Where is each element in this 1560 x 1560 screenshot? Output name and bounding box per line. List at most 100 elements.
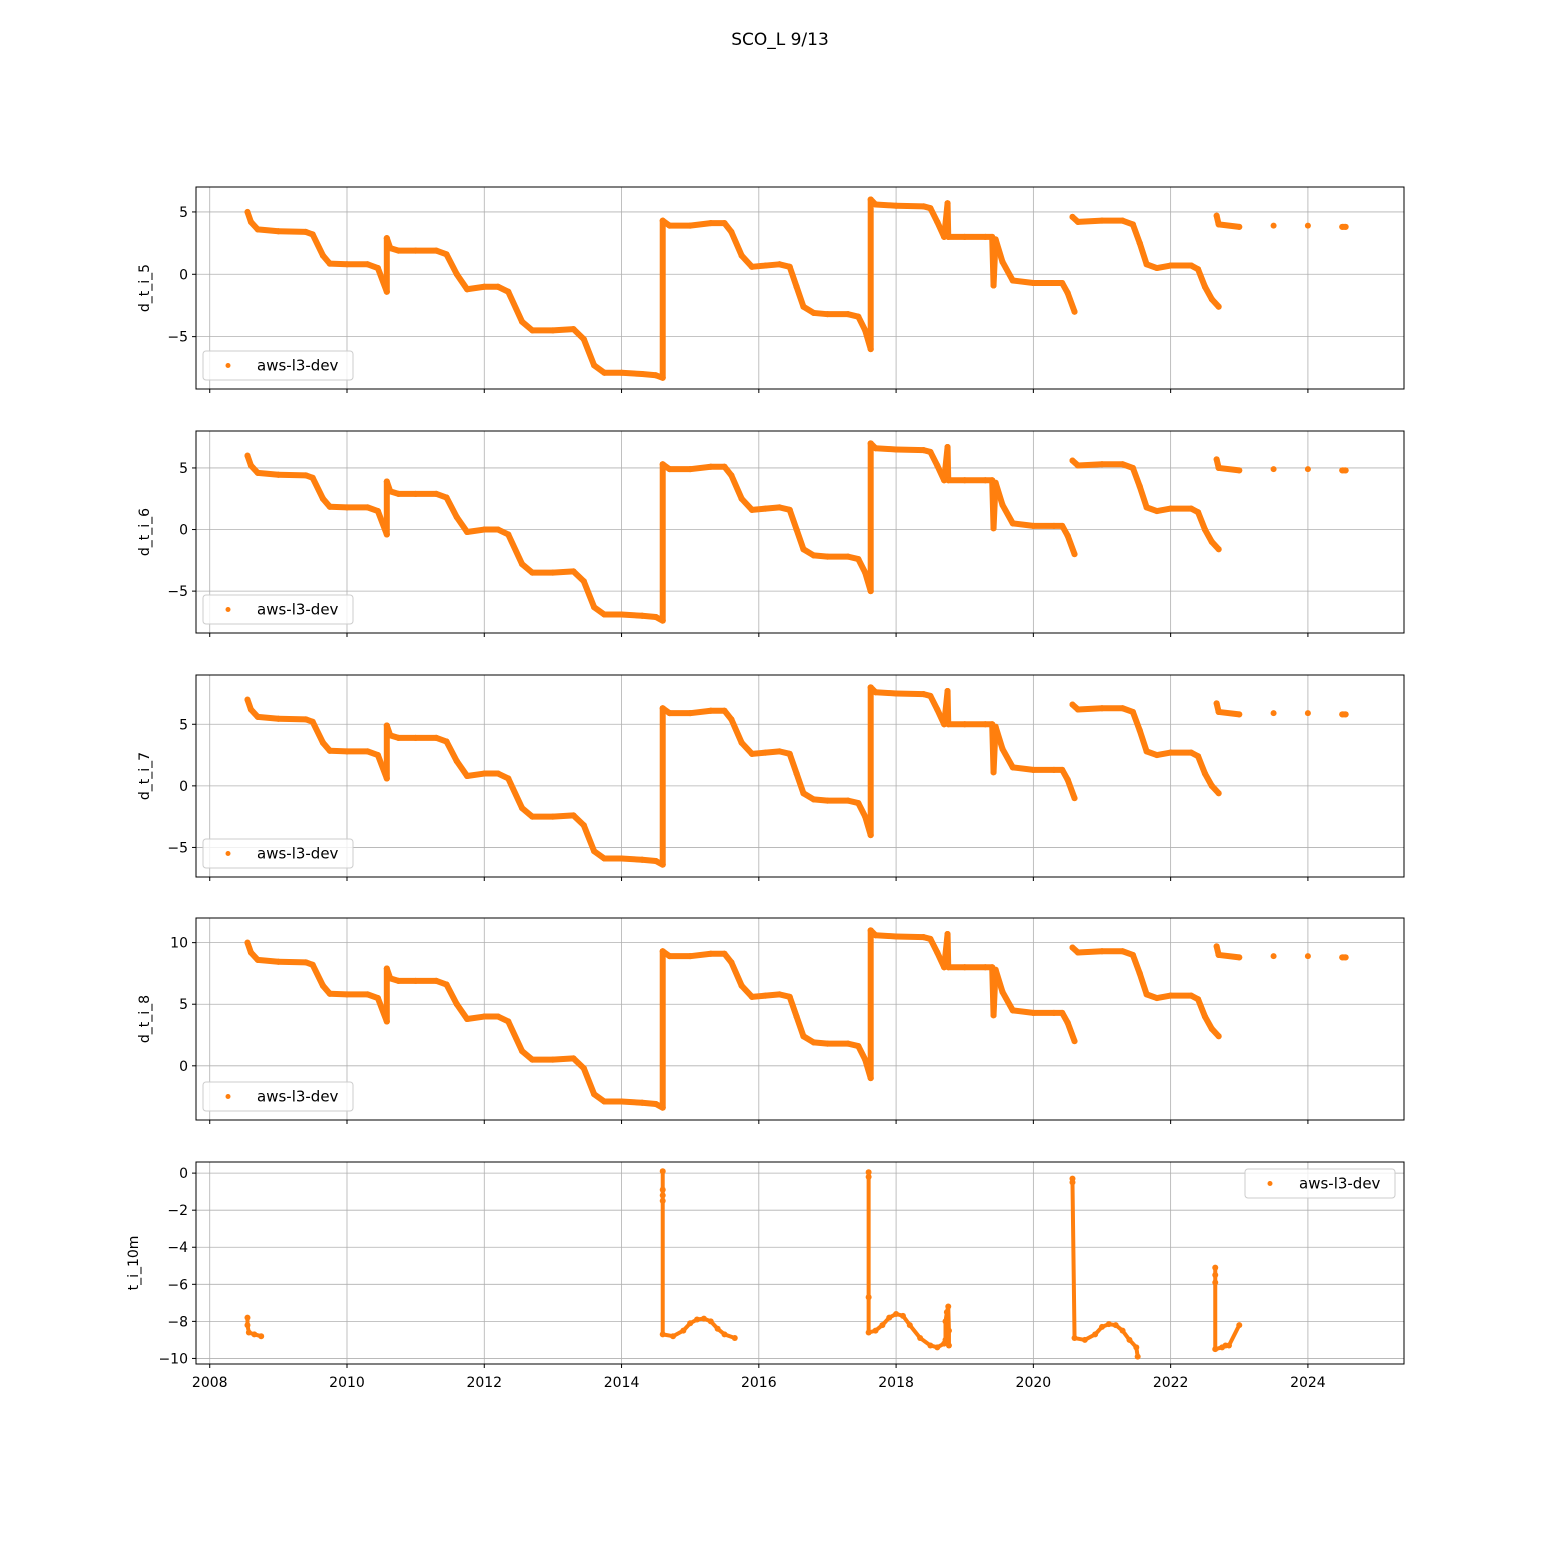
data-point (1304, 710, 1311, 717)
data-trace-segment (944, 200, 952, 240)
data-point (1304, 466, 1311, 473)
data-trace-segment (872, 445, 900, 453)
data-trace-segment (443, 981, 460, 1008)
data-trace-segment (793, 770, 807, 797)
legend-marker (225, 607, 231, 612)
data-point (1342, 954, 1349, 961)
data-trace-segment (992, 479, 1006, 508)
data-trace-segment (254, 469, 282, 478)
data-trace-segment (793, 1013, 807, 1040)
data-trace-segment (309, 231, 326, 259)
legend-box (202, 350, 354, 381)
data-trace-segment (687, 463, 714, 473)
data-trace-segment (944, 688, 952, 728)
data-trace-segment (999, 745, 1016, 771)
data-trace-segment (254, 226, 282, 235)
data-trace-segment (1064, 1019, 1078, 1045)
x-tick-label: 2016 (741, 1375, 777, 1391)
data-trace-segment (1009, 1007, 1037, 1016)
data-point (1270, 466, 1277, 473)
data-point (1342, 467, 1349, 474)
y-axis-label: d_t_i_6 (137, 508, 153, 556)
data-trace-segment (1195, 266, 1208, 290)
data-trace-segment (992, 236, 1006, 265)
data-point (1236, 467, 1243, 474)
data-point (1236, 1322, 1243, 1329)
data-trace-segment (1129, 951, 1143, 977)
y-tick-label: 10 (170, 936, 188, 952)
data-trace-segment (1215, 221, 1243, 230)
data-trace-segment (944, 444, 952, 484)
y-tick-label: −8 (167, 1314, 188, 1330)
data-trace-segment (618, 1098, 646, 1106)
data-trace-segment (309, 474, 326, 502)
data-trace-segment (728, 472, 745, 502)
y-tick-label: −6 (167, 1277, 188, 1293)
subplot-3: 5 0 −5 d_t_i_7 aws-l3-dev (137, 674, 1405, 881)
axes-frame (195, 186, 1405, 390)
data-point (1215, 790, 1222, 797)
data-trace-segment (1074, 705, 1105, 713)
y-tick-label: −4 (167, 1240, 188, 1256)
data-trace-segment (1136, 727, 1150, 755)
data-trace-segment (893, 202, 927, 210)
legend: aws-l3-dev (202, 350, 354, 381)
x-tick-label: 2014 (604, 1375, 640, 1391)
data-trace-segment (453, 1001, 471, 1022)
data-trace-segment (580, 578, 598, 611)
data-trace-segment (443, 738, 460, 765)
data-trace-segment (618, 855, 646, 863)
legend-label: aws-l3-dev (1299, 1175, 1381, 1193)
data-trace-segment (687, 950, 714, 960)
subplots: 5 0 −5 d_t_i_5 aws-l3-dev 5 0 −5 d_t_i_6 aws-l3-d… (126, 186, 1405, 1391)
legend-box (1244, 1168, 1396, 1199)
data-trace-segment (549, 326, 577, 334)
data-trace-segment (872, 689, 900, 697)
x-tick-label: 2008 (192, 1375, 228, 1391)
figure-title: SCO_L 9/13 (731, 30, 829, 50)
y-tick-label: −5 (167, 584, 188, 600)
y-axis-label: d_t_i_7 (137, 752, 153, 800)
data-trace-segment (580, 822, 598, 855)
legend: aws-l3-dev (1244, 1168, 1396, 1199)
data-point (1342, 711, 1349, 718)
data-trace-segment (618, 611, 646, 619)
data-trace-segment (1074, 461, 1105, 469)
legend-label: aws-l3-dev (257, 845, 339, 863)
data-trace-segment (793, 526, 807, 553)
data-trace-segment (786, 750, 800, 777)
data-trace-segment (275, 958, 309, 966)
legend-marker (225, 851, 231, 856)
data-trace-segment (505, 288, 526, 325)
data-trace-segment (944, 931, 952, 971)
y-tick-label: 5 (179, 717, 188, 733)
axes-frame (195, 1161, 1405, 1365)
legend-label: aws-l3-dev (257, 1088, 339, 1106)
data-trace-segment (1129, 464, 1143, 490)
y-tick-label: −5 (167, 840, 188, 856)
legend-box (202, 838, 354, 869)
data-trace-segment (872, 932, 900, 940)
axes-frame (195, 917, 1405, 1121)
data-trace-segment (1064, 776, 1078, 802)
axes-frame (195, 674, 1405, 878)
data-trace-segment (1009, 520, 1037, 529)
data-trace-segment (309, 961, 326, 989)
data-point (1236, 711, 1243, 718)
data-trace-segment (453, 514, 471, 535)
data-trace-segment (443, 251, 460, 278)
data-trace-segment (793, 283, 807, 310)
data-point (258, 1333, 265, 1340)
data-trace-segment (505, 775, 526, 812)
y-tick-label: 0 (179, 523, 188, 539)
data-point (1071, 308, 1078, 315)
data-trace-segment (786, 993, 800, 1020)
data-point (731, 1335, 738, 1342)
data-trace-segment (1129, 221, 1143, 247)
data-point (1071, 1038, 1078, 1045)
data-trace-segment (1009, 764, 1037, 773)
data-point (1071, 795, 1078, 802)
data-trace-segment (443, 494, 460, 521)
data-point (1215, 1033, 1222, 1040)
